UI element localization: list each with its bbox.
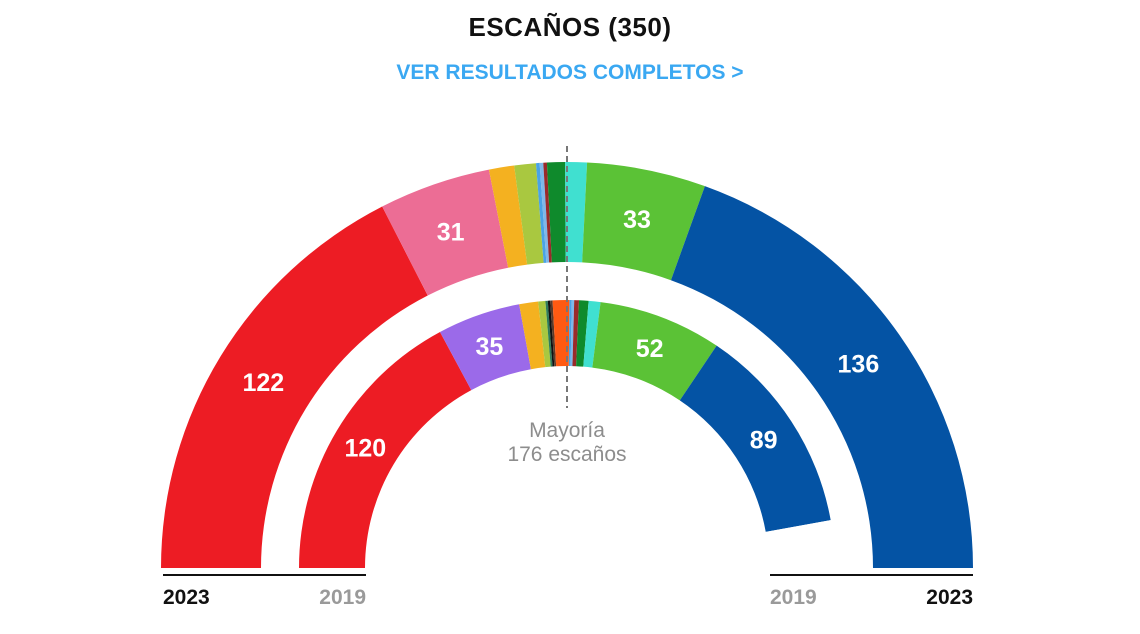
seat-segment-2023-2 <box>488 165 528 268</box>
seat-segment-2023-1 <box>382 169 509 296</box>
seat-segment-2023-4 <box>535 162 547 263</box>
seat-label-2019-13: 52 <box>636 335 664 363</box>
seat-segment-2019-7 <box>552 299 570 367</box>
seat-segment-2019-4 <box>545 300 553 367</box>
seat-segment-2023-9 <box>582 162 705 281</box>
seat-segment-2019-13 <box>592 302 717 401</box>
seat-label-2023-10: 136 <box>838 350 880 378</box>
seat-label-2019-14: 89 <box>750 426 778 454</box>
year-label-right-inner: 2019 <box>770 586 817 609</box>
seat-segment-2019-10 <box>572 300 580 367</box>
seat-label-2019-0: 120 <box>344 435 386 463</box>
seat-label-2019-1: 35 <box>475 333 503 361</box>
arcs-2019 <box>298 299 835 568</box>
seat-segment-2023-6 <box>543 162 552 263</box>
year-label-left-outer: 2023 <box>163 586 210 609</box>
seat-segment-2023-3 <box>514 163 544 265</box>
seat-segment-2019-11 <box>576 300 589 367</box>
seat-segment-2023-7 <box>546 162 566 263</box>
seat-label-2023-0: 122 <box>242 369 284 397</box>
seat-segment-2023-8 <box>565 161 588 263</box>
seat-labels: 122 31 33 136 120 35 52 89 <box>242 206 879 463</box>
seat-segment-2019-6 <box>550 300 557 367</box>
seat-segment-2019-12 <box>583 300 601 368</box>
seat-segment-2023-5 <box>539 162 550 263</box>
seat-segment-2019-9 <box>570 300 575 367</box>
seat-segment-2019-2 <box>519 301 546 370</box>
year-label-left-inner: 2019 <box>319 586 366 609</box>
majority-label-line2: 176 escaños <box>507 443 626 466</box>
seat-segment-2019-3 <box>538 300 551 368</box>
seat-segment-2023-0 <box>161 206 428 568</box>
majority-label-line1: Mayoría <box>529 419 605 442</box>
chart-title: ESCAÑOS (350) <box>468 12 672 42</box>
arcs-2023 <box>161 161 973 568</box>
year-label-right-outer: 2023 <box>926 586 973 609</box>
seat-label-2023-9: 33 <box>623 206 651 234</box>
seat-segment-2019-0 <box>298 332 472 568</box>
seat-segment-2019-5 <box>547 300 555 367</box>
seat-segment-2019-8 <box>568 300 572 367</box>
seat-label-2023-1: 31 <box>437 219 465 247</box>
seat-segment-2019-14 <box>679 345 831 532</box>
seat-segment-2023-10 <box>670 186 973 568</box>
seat-segment-2019-15 <box>765 520 835 568</box>
seat-segment-2019-1 <box>440 304 531 391</box>
view-full-results-link[interactable]: VER RESULTADOS COMPLETOS > <box>396 61 744 84</box>
